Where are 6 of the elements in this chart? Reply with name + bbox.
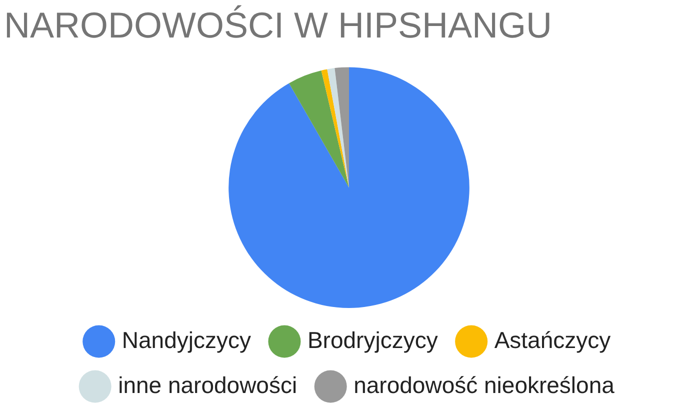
legend-label: Brodryjczycy [307,326,438,353]
legend-label: narodowość nieokreślona [354,372,615,398]
legend-label: inne narodowości [118,372,298,398]
legend-label: Nandyjczycy [122,326,252,353]
chart-title: NARODOWOŚCI W HIPSHANGU [4,4,552,46]
legend-label: Astańczycy [494,326,612,353]
